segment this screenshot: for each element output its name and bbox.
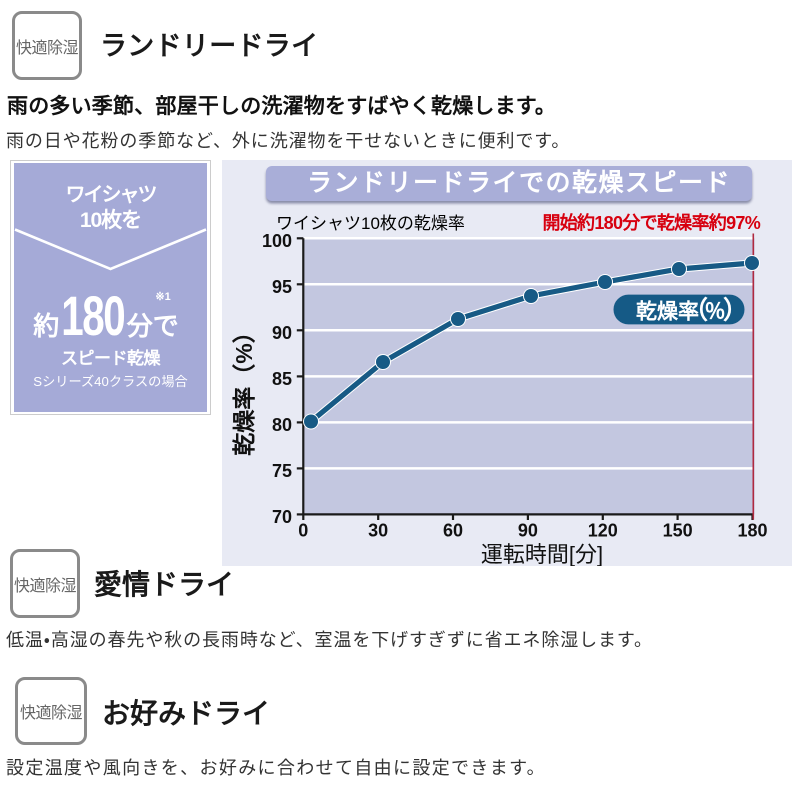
svg-text:0: 0 [298,521,308,541]
svg-text:90: 90 [518,521,538,541]
svg-text:乾燥率（％）: 乾燥率（％） [636,296,748,325]
svg-text:運転時間[分]: 運転時間[分] [481,542,603,566]
svg-text:180: 180 [737,521,767,541]
svg-text:150: 150 [663,521,693,541]
svg-text:60: 60 [443,521,463,541]
svg-text:30: 30 [368,521,388,541]
svg-text:乾燥率（%）: 乾燥率（%） [231,320,257,455]
svg-text:120: 120 [588,521,618,541]
svg-text:100: 100 [262,231,292,251]
svg-text:95: 95 [272,277,292,297]
svg-text:90: 90 [272,323,292,343]
svg-text:80: 80 [272,415,292,435]
svg-text:70: 70 [272,507,292,527]
svg-text:85: 85 [272,369,292,389]
svg-text:75: 75 [272,461,292,481]
